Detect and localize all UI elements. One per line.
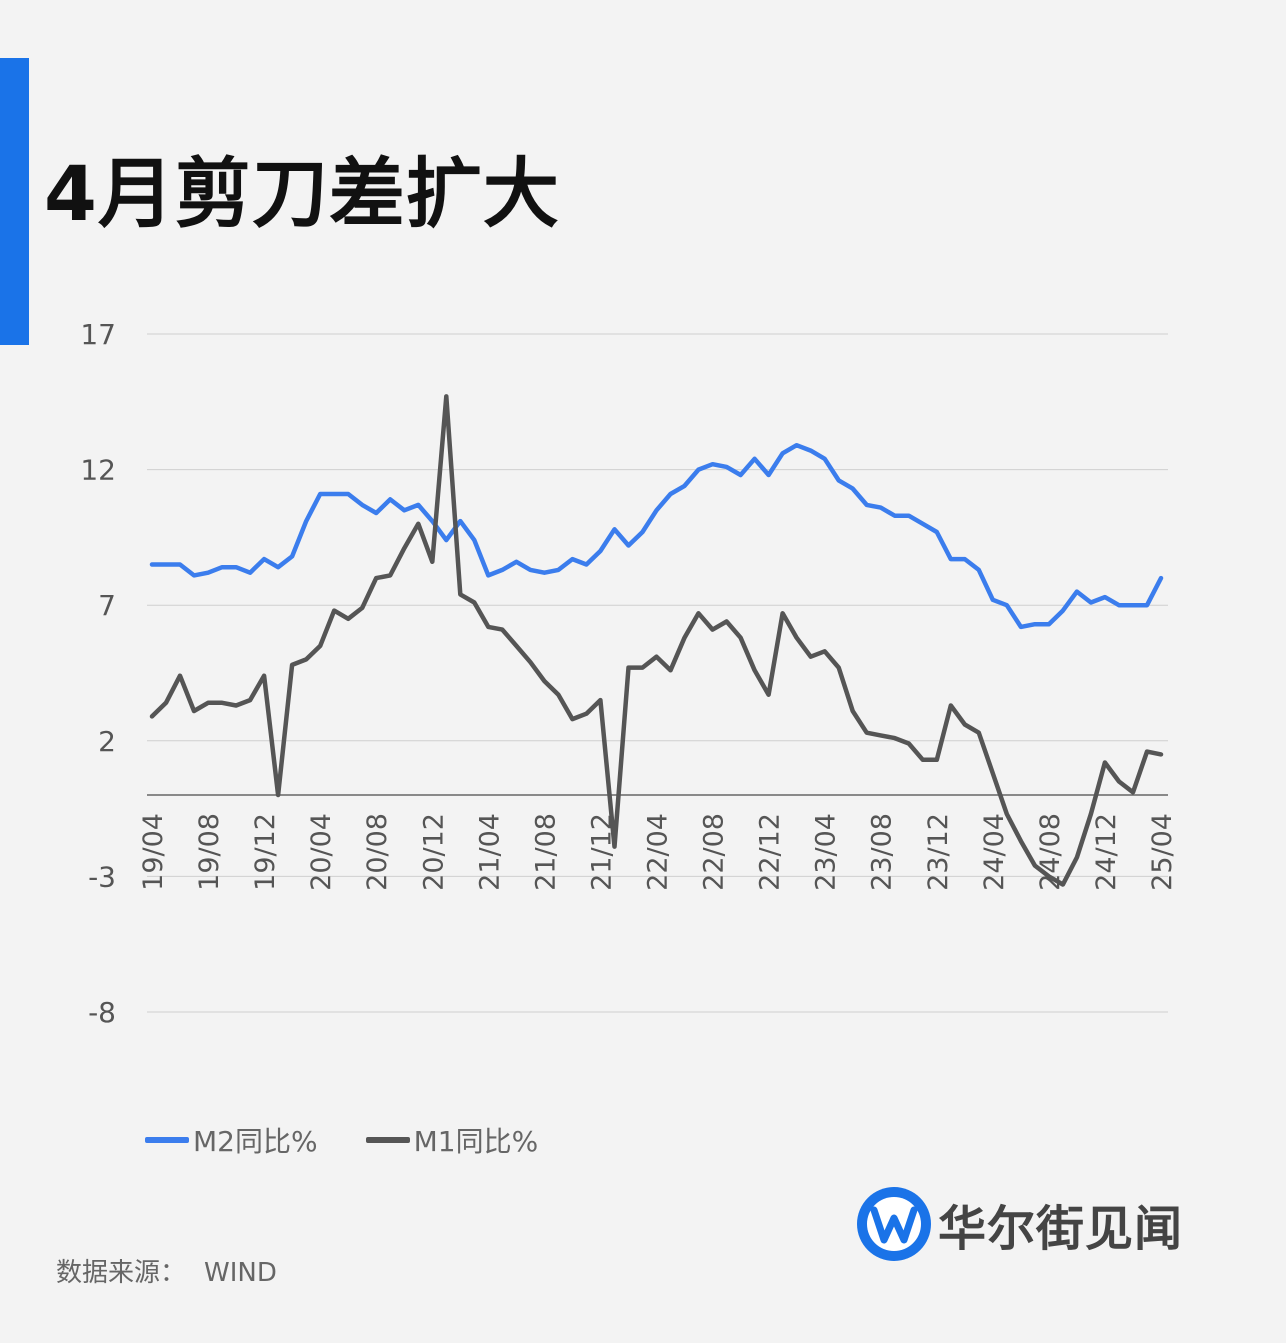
- line-chart: 17 12 7 2 -3 -8 19/04 19/08 19/12 20/04 20/08 20/1…: [80, 318, 1178, 1029]
- x-tick-label-17: 24/12: [1091, 813, 1122, 891]
- x-tick-label-7: 21/08: [530, 813, 561, 891]
- y-tick-label-0: 17: [80, 318, 116, 351]
- y-axis-tick-labels: 17 12 7 2 -3 -8: [80, 318, 116, 1029]
- x-tick-label-5: 20/12: [418, 813, 449, 891]
- legend-item-m2: M2同比%: [145, 1120, 318, 1160]
- x-tick-label-18: 25/04: [1147, 813, 1178, 891]
- legend: M2同比% M1同比%: [145, 1120, 538, 1160]
- y-tick-label-4: -3: [88, 860, 116, 893]
- data-source: 数据来源： WIND: [56, 1252, 277, 1289]
- x-tick-label-6: 21/04: [474, 813, 505, 891]
- x-tick-label-11: 22/12: [755, 813, 786, 891]
- series-line-m1: [149, 394, 1164, 887]
- series-line-m2: [149, 442, 1164, 630]
- x-tick-label-4: 20/08: [362, 813, 393, 891]
- legend-item-m1: M1同比%: [365, 1120, 539, 1160]
- legend-swatch-m1: [365, 1137, 410, 1143]
- x-tick-label-10: 22/08: [699, 813, 730, 891]
- x-tick-label-15: 24/04: [979, 813, 1010, 891]
- x-tick-label-2: 19/12: [250, 813, 281, 891]
- chart-title: 4月剪刀差扩大: [44, 149, 560, 238]
- x-axis-tick-labels: 19/04 19/08 19/12 20/04 20/08 20/12 21/04 21/08…: [138, 813, 1178, 891]
- w-logo-icon: [857, 1187, 931, 1261]
- legend-swatch-m2: [145, 1137, 189, 1143]
- x-tick-label-14: 23/12: [923, 813, 954, 891]
- y-tick-label-2: 7: [98, 589, 116, 622]
- x-tick-label-12: 23/04: [811, 813, 842, 891]
- x-tick-label-9: 22/04: [643, 813, 674, 891]
- y-tick-label-3: 2: [98, 725, 116, 758]
- legend-label-m1: M1同比%: [413, 1125, 539, 1158]
- legend-label-m2: M2同比%: [193, 1125, 318, 1158]
- y-tick-label-5: -8: [88, 996, 116, 1029]
- source-value: WIND: [204, 1258, 277, 1288]
- x-tick-label-3: 20/04: [306, 813, 337, 891]
- x-tick-label-0: 19/04: [138, 813, 169, 891]
- series-lines: [149, 394, 1164, 887]
- grid-lines: [147, 333, 1168, 1013]
- source-label: 数据来源：: [56, 1258, 187, 1288]
- x-tick-label-13: 23/08: [867, 813, 898, 891]
- accent-bar: [0, 58, 29, 345]
- x-tick-label-1: 19/08: [194, 813, 225, 891]
- brand-logo: 华尔街见闻: [856, 1186, 1183, 1262]
- brand-name: 华尔街见闻: [938, 1201, 1184, 1257]
- y-tick-label-1: 12: [80, 454, 116, 487]
